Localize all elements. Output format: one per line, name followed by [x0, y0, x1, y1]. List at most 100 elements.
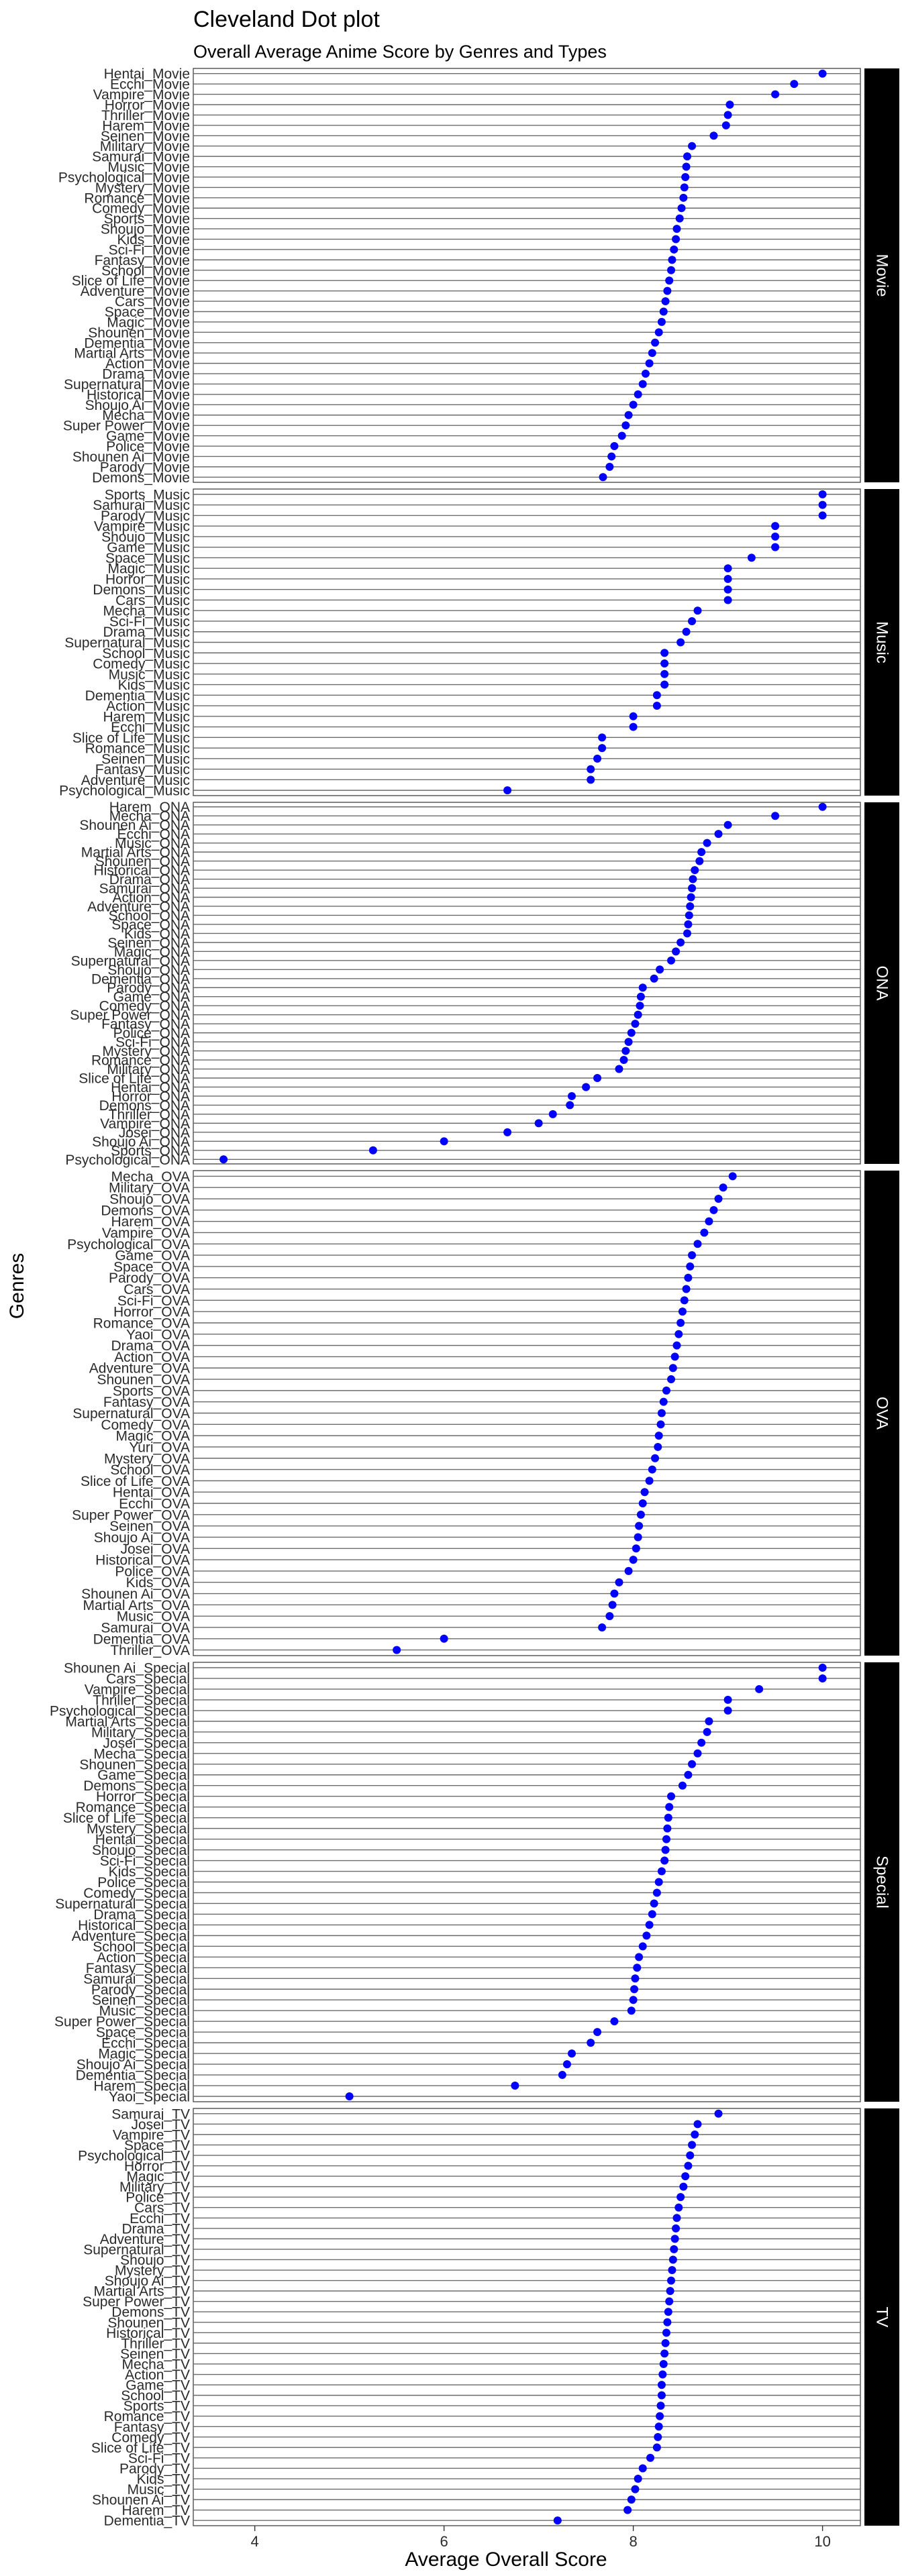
data-point [667, 1792, 676, 1801]
data-point [632, 1544, 640, 1553]
data-point [676, 1318, 685, 1327]
y-tick-label: Comedy_OVA [101, 1417, 190, 1433]
data-point [679, 2182, 688, 2191]
y-tick-label: Yuri_OVA [129, 1440, 190, 1455]
data-point [680, 183, 689, 192]
data-point [610, 1589, 619, 1598]
y-tick-label: Shounen Ai_ONA [79, 818, 190, 833]
data-point [553, 2516, 562, 2525]
y-tick-label: Seinen_ONA [107, 935, 190, 951]
data-point [624, 1038, 633, 1046]
data-point [657, 1409, 666, 1417]
data-point [615, 1065, 623, 1073]
y-tick-label: Slice of Life_ONA [79, 1071, 190, 1086]
data-point [598, 733, 607, 742]
y-tick-label: Supernatural_OVA [72, 1406, 190, 1421]
y-tick-label: Shoujo Ai_TV [105, 2273, 190, 2289]
data-point [627, 2006, 636, 2015]
y-tick-label: Vampire_TV [113, 2127, 190, 2143]
y-tick-label: Harem_Music [103, 709, 190, 724]
y-tick-label: Super Power_Movie [63, 419, 190, 434]
data-point [656, 2412, 664, 2420]
y-tick-label: Supernatural_TV [83, 2242, 190, 2257]
y-tick-label: Demons_Special [83, 1778, 190, 1794]
y-tick-label: Super Power_OVA [72, 1507, 190, 1523]
data-point [668, 2266, 676, 2275]
y-tick-label: Slice of Life_Movie [72, 274, 190, 289]
data-point [648, 349, 656, 358]
y-tick-label: Mecha_ONA [109, 809, 190, 824]
data-point [657, 1867, 666, 1876]
y-tick-label: Seinen_OVA [109, 1519, 190, 1534]
data-point [681, 172, 690, 181]
data-point [566, 1101, 574, 1110]
y-tick-label: Ecchi_TV [130, 2211, 190, 2226]
data-point [605, 1612, 614, 1621]
facet-panel-ova: Mecha_OVAMilitary_OVAShoujo_OVADemons_OV… [67, 1169, 899, 1658]
facet-strip [864, 802, 899, 1164]
data-point [503, 1128, 512, 1136]
data-point [688, 884, 697, 893]
y-tick-label: Romance_TV [104, 2409, 190, 2424]
y-tick-label: Kids_TV [137, 2472, 190, 2487]
data-point [654, 328, 663, 337]
facet-strip [864, 68, 899, 482]
data-point [598, 1623, 607, 1631]
data-point [629, 712, 638, 720]
data-point [686, 2151, 695, 2159]
data-point [689, 875, 697, 883]
y-tick-label: Romance_Music [85, 741, 190, 757]
x-tick-label: 8 [629, 2533, 637, 2550]
data-point [721, 121, 730, 129]
y-tick-label: Demons_Movie [92, 470, 190, 486]
y-tick-label: Shoujo_Special [92, 1843, 190, 1858]
data-point [723, 111, 732, 119]
y-tick-label: Samurai_Movie [92, 150, 190, 165]
y-tick-label: Shounen_Special [79, 1757, 190, 1772]
data-point [683, 929, 691, 938]
y-tick-label: Military_TV [119, 2180, 190, 2195]
y-tick-label: Drama_Special [93, 1907, 190, 1923]
y-tick-label: Josei_Special [103, 1735, 190, 1751]
y-tick-label: Dementia_Special [76, 2068, 190, 2084]
y-tick-label: Action_ONA [112, 890, 190, 906]
data-point [680, 1296, 689, 1305]
y-tick-label: Psychological_Movie [58, 170, 190, 185]
y-tick-label: Dementia_OVA [93, 1631, 190, 1647]
data-point [610, 2017, 619, 2026]
facet-panel-music: Sports_MusicSamurai_MusicParody_MusicVam… [59, 487, 899, 799]
data-point [681, 2172, 690, 2181]
y-tick-label: School_TV [121, 2388, 190, 2404]
y-tick-label: Shoujo_OVA [109, 1192, 190, 1208]
y-tick-label: Sci-Fi_Special [100, 1854, 190, 1869]
data-point [667, 1375, 676, 1384]
data-point [440, 1137, 448, 1146]
data-point [662, 1835, 670, 1843]
y-tick-label: Cars_TV [134, 2200, 190, 2216]
x-tick-label: 4 [251, 2533, 259, 2550]
y-tick-label: Sports_OVA [113, 1383, 190, 1399]
data-point [667, 956, 676, 965]
data-point [818, 802, 827, 811]
data-point [683, 152, 691, 161]
panel-border [193, 802, 861, 1165]
data-point [593, 754, 602, 763]
data-point [661, 2339, 670, 2347]
data-point [629, 1556, 638, 1564]
data-point [638, 983, 647, 992]
y-tick-label: Slice of Life_Music [72, 731, 190, 746]
y-tick-label: Parody_ONA [107, 981, 190, 996]
data-point [652, 691, 661, 700]
y-tick-label: Mecha_TV [121, 2357, 190, 2372]
chart-title: Cleveland Dot plot [193, 7, 380, 32]
y-tick-label: Harem_TV [121, 2503, 190, 2518]
data-point [593, 2028, 602, 2037]
y-tick-label: Space_ONA [111, 917, 190, 932]
y-tick-label: Samurai_OVA [101, 1620, 190, 1635]
y-tick-label: Psychological_Special [50, 1703, 190, 1719]
y-tick-label: Supernatural_Movie [64, 377, 190, 392]
data-point [728, 1172, 737, 1181]
data-point [638, 1499, 647, 1508]
data-point [719, 1183, 728, 1192]
y-tick-label: Ecchi_Music [111, 720, 190, 735]
